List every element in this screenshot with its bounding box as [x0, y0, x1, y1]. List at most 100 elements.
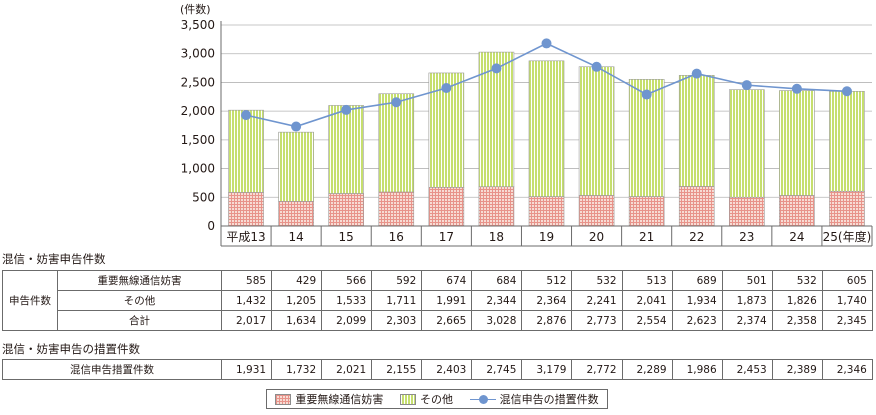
table1-title: 混信・妨害申告件数: [2, 252, 106, 266]
table-cell: 2,389: [771, 359, 823, 380]
bar-important: [378, 191, 415, 227]
y-tick-label: 3,500: [181, 18, 215, 32]
y-tick-label: 0: [207, 219, 215, 233]
bar-other: [478, 51, 515, 188]
series-point-actions: [291, 121, 302, 132]
row-label: 合計: [57, 310, 222, 331]
table-cell: 2,772: [571, 359, 623, 380]
table-cell: 1,533: [321, 290, 373, 311]
table-cell: 684: [471, 270, 523, 291]
table-cell: 501: [721, 270, 773, 291]
table-cell: 532: [771, 270, 823, 291]
table-cell: 1,432: [220, 290, 273, 311]
table-cell: 1,740: [821, 290, 873, 311]
table-cell: 2,017: [220, 310, 273, 331]
x-tick-label: 16: [389, 230, 404, 244]
bar-other: [729, 89, 765, 198]
table-cell: 1,991: [421, 290, 473, 311]
table-cell: 2,364: [521, 290, 573, 311]
y-tick-label: 1,000: [181, 162, 215, 176]
table-cell: 2,876: [521, 310, 573, 331]
y-tick-label: 1,500: [181, 133, 215, 147]
table-cell: 2,346: [821, 359, 873, 380]
table-cell: 566: [321, 270, 373, 291]
x-tick-label: 15: [339, 230, 354, 244]
table-cell: 2,358: [771, 310, 823, 331]
table-cell: 1,634: [271, 310, 323, 331]
x-tick-label: 22: [689, 230, 704, 244]
legend-swatch-important: [275, 393, 292, 405]
series-point-actions: [841, 86, 852, 97]
table-cell: 2,155: [371, 359, 423, 380]
x-tick-label: 平成13: [226, 230, 265, 244]
series-point-actions: [791, 83, 802, 94]
bar-important: [228, 192, 264, 227]
bar-other: [779, 90, 815, 196]
table-cell: 592: [371, 270, 423, 291]
bar-other: [328, 105, 364, 194]
row-label: その他: [57, 290, 222, 311]
x-tick-label: 17: [439, 230, 454, 244]
series-point-actions: [391, 97, 402, 108]
table-cell: 3,028: [471, 310, 523, 331]
series-point-actions: [241, 110, 252, 121]
series-point-actions: [441, 82, 452, 93]
table-cell: 1,931: [220, 359, 273, 380]
table-row: 混信申告措置件数 1,931 1,732 2,021 2,155 2,403 2,745 3,…: [2, 359, 873, 380]
legend: 重要無線通信妨害 その他 混信申告の措置件数: [266, 389, 608, 409]
bar-important: [779, 195, 815, 227]
table-cell: 2,344: [471, 290, 523, 311]
bar-other: [378, 93, 415, 193]
table-row: 合計 2,017 1,634 2,099 2,303 2,665 3,028 2,876 2,7…: [3, 310, 873, 331]
table-cell: 2,374: [721, 310, 773, 331]
y-unit-label: (件数): [180, 3, 211, 16]
series-point-actions: [741, 80, 752, 91]
x-tick-label: 25(年度): [823, 229, 872, 244]
table-row: その他 1,432 1,205 1,533 1,711 1,991 2,344 2,364 2,…: [3, 290, 873, 311]
series-point-actions: [541, 38, 552, 49]
series-point-actions: [641, 89, 652, 100]
table-cell: 1,205: [271, 290, 323, 311]
table-cell: 1,711: [371, 290, 423, 311]
series-point-actions: [341, 104, 352, 115]
table-cell: 2,554: [621, 310, 673, 331]
series-point-actions: [691, 68, 702, 79]
table-cell: 605: [821, 270, 873, 291]
x-tick-label: 21: [639, 230, 654, 244]
table-cell: 2,773: [571, 310, 623, 331]
table-cell: 2,453: [721, 359, 773, 380]
table-cell: 429: [271, 270, 323, 291]
bar-important: [729, 196, 765, 227]
table-cell: 513: [621, 270, 673, 291]
table-cell: 2,289: [621, 359, 673, 380]
table-cell: 2,403: [421, 359, 473, 380]
bar-important: [278, 201, 314, 227]
legend-item-actions: 混信申告の措置件数: [469, 391, 599, 407]
table-cell: 2,745: [471, 359, 523, 380]
row-label: 重要無線通信妨害: [57, 270, 222, 291]
x-tick-label: 18: [489, 230, 504, 244]
bar-other: [578, 66, 615, 196]
bar-important: [428, 186, 465, 227]
table-cell: 3,179: [521, 359, 573, 380]
table-cell: 1,873: [721, 290, 773, 311]
bar-other: [228, 109, 264, 193]
bar-important: [478, 186, 515, 227]
action-count-table: 混信申告措置件数 1,931 1,732 2,021 2,155 2,403 2,745 3,…: [2, 359, 873, 380]
bar-other: [278, 131, 314, 202]
series-point-actions: [591, 61, 602, 72]
x-tick-label: 14: [288, 230, 303, 244]
table-cell: 2,623: [671, 310, 723, 331]
bar-important: [829, 190, 865, 227]
table-cell: 585: [220, 270, 273, 291]
legend-label-important: 重要無線通信妨害: [295, 393, 384, 406]
table-cell: 2,021: [321, 359, 373, 380]
table-cell: 1,826: [771, 290, 823, 311]
table-cell: 1,934: [671, 290, 723, 311]
bar-other: [528, 60, 565, 197]
bar-other: [829, 91, 865, 192]
y-tick-label: 2,500: [181, 75, 215, 89]
series-point-actions: [491, 63, 502, 74]
table-cell: 2,241: [571, 290, 623, 311]
bar-important: [328, 193, 364, 227]
